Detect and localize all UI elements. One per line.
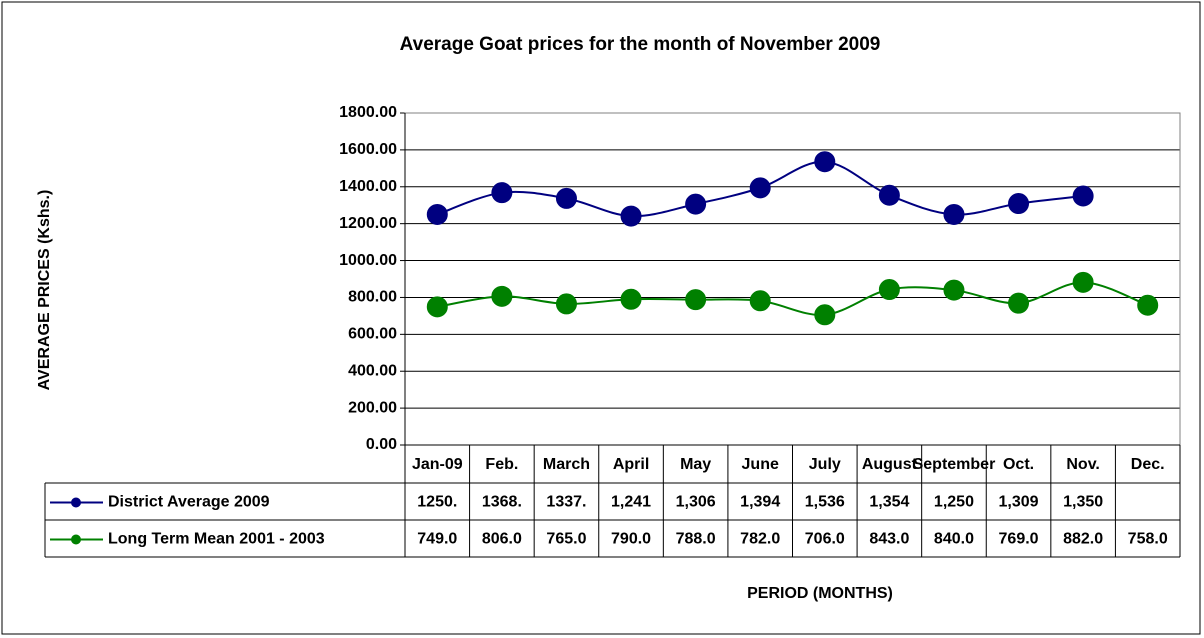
legend-marker: [71, 534, 81, 545]
data-point: [878, 184, 900, 206]
x-tick-label: April: [613, 456, 649, 473]
table-value: 1,354: [869, 494, 909, 511]
data-point: [491, 182, 513, 204]
y-tick-label: 1600.00: [339, 141, 397, 158]
x-tick-label: August: [862, 456, 918, 473]
table-value: 840.0: [934, 531, 974, 548]
data-point: [555, 187, 577, 209]
data-point: [555, 293, 577, 315]
legend-label: District Average 2009: [108, 494, 270, 511]
table-value: 758.0: [1128, 531, 1168, 548]
x-tick-label: Feb.: [485, 456, 518, 473]
data-point: [1008, 193, 1030, 215]
y-tick-label: 400.00: [348, 362, 397, 379]
x-tick-label: September: [913, 456, 996, 473]
data-point: [1072, 271, 1094, 293]
data-point: [685, 193, 707, 215]
data-point: [1137, 294, 1159, 316]
table-value: 706.0: [805, 531, 845, 548]
x-tick-label: Jan-09: [412, 456, 463, 473]
data-point: [1072, 185, 1094, 207]
y-tick-label: 600.00: [348, 326, 397, 343]
y-axis-title: AVERAGE PRICES (Kshs.): [36, 190, 53, 391]
table-value: 1,306: [676, 494, 716, 511]
table-value: 882.0: [1063, 531, 1103, 548]
table-value: 790.0: [611, 531, 651, 548]
x-tick-label: July: [809, 456, 841, 473]
x-tick-label: Oct.: [1003, 456, 1034, 473]
table-value: 806.0: [482, 531, 522, 548]
data-point: [620, 288, 642, 310]
table-value: 1,241: [611, 494, 651, 511]
x-tick-label: Nov.: [1066, 456, 1099, 473]
legend-label: Long Term Mean 2001 - 2003: [108, 531, 325, 548]
table-value: 749.0: [417, 531, 457, 548]
x-tick-label: Dec.: [1131, 456, 1165, 473]
table-value: 1,250: [934, 494, 974, 511]
x-tick-label: June: [742, 456, 779, 473]
x-tick-label: May: [680, 456, 711, 473]
x-tick-label: March: [543, 456, 590, 473]
y-tick-label: 0.00: [366, 436, 397, 453]
data-point: [685, 289, 707, 311]
table-value: 1,350: [1063, 494, 1103, 511]
y-tick-label: 200.00: [348, 399, 397, 416]
data-point: [426, 203, 448, 225]
data-point: [1008, 292, 1030, 314]
table-value: 769.0: [999, 531, 1039, 548]
data-point: [426, 296, 448, 318]
table-value: 788.0: [676, 531, 716, 548]
data-point: [491, 285, 513, 307]
y-tick-label: 1200.00: [339, 215, 397, 232]
table-value: 1250.: [417, 494, 457, 511]
y-tick-label: 1000.00: [339, 252, 397, 269]
table-value: 843.0: [869, 531, 909, 548]
legend-marker: [71, 497, 81, 508]
y-tick-label: 1800.00: [339, 104, 397, 121]
table-value: 782.0: [740, 531, 780, 548]
data-point: [620, 205, 642, 227]
table-value: 1,309: [999, 494, 1039, 511]
table-value: 1,394: [740, 494, 780, 511]
x-axis-title: PERIOD (MONTHS): [747, 585, 893, 602]
y-tick-label: 1400.00: [339, 178, 397, 195]
table-value: 1,536: [805, 494, 845, 511]
chart-title: Average Goat prices for the month of Nov…: [400, 34, 881, 55]
data-point: [749, 290, 771, 312]
data-point: [814, 151, 836, 173]
data-point: [814, 304, 836, 326]
table-value: 1368.: [482, 494, 522, 511]
table-value: 765.0: [546, 531, 586, 548]
data-point: [878, 279, 900, 301]
table-value: 1337.: [546, 494, 586, 511]
data-point: [943, 203, 965, 225]
y-tick-label: 800.00: [348, 289, 397, 306]
data-point: [749, 177, 771, 199]
data-point: [943, 279, 965, 301]
